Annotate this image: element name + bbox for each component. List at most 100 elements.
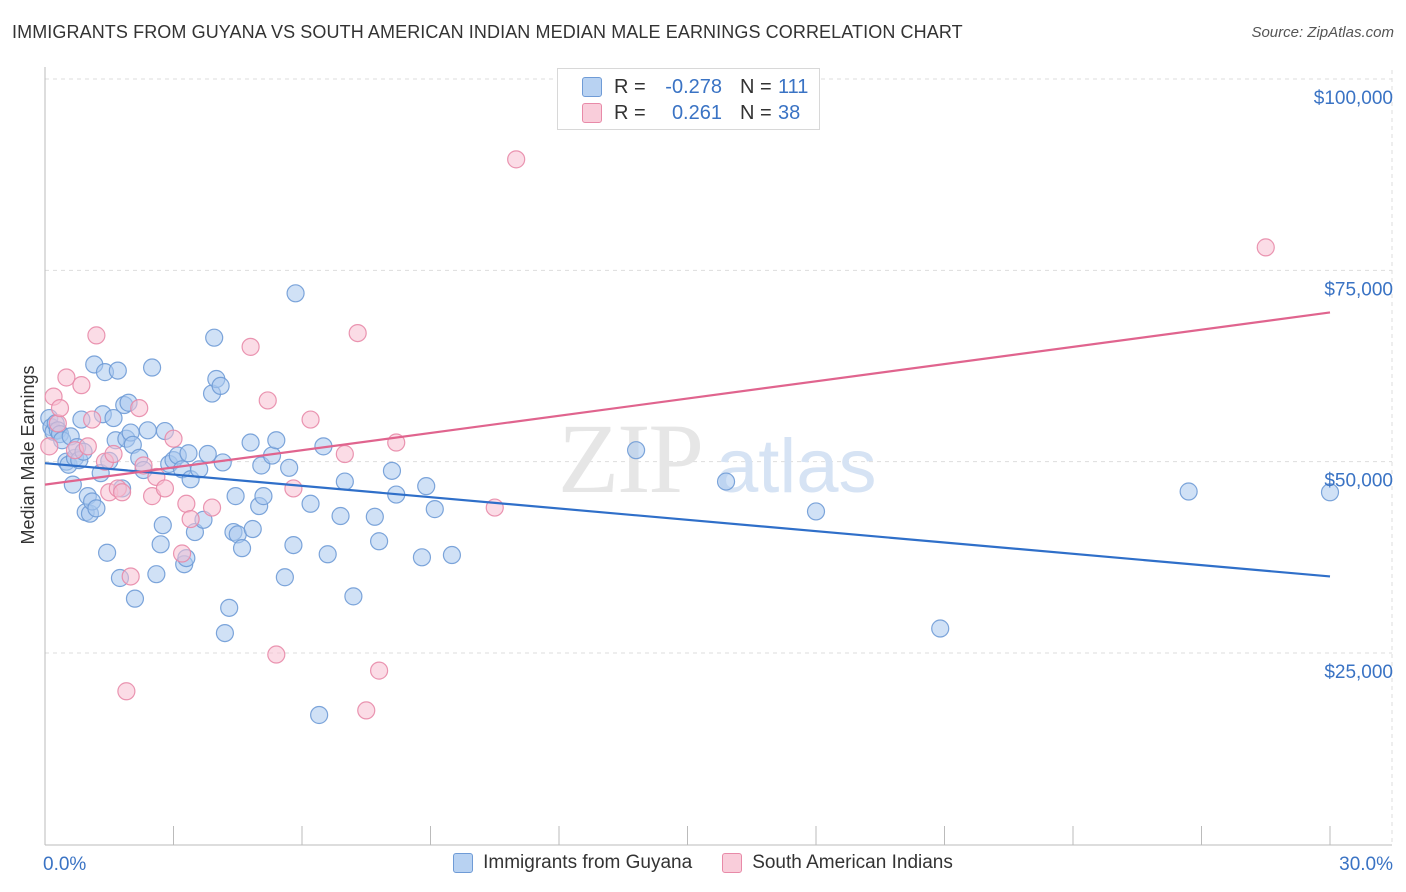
south-american-point (202, 498, 222, 517)
source-label: Source: ZipAtlas.com (1251, 24, 1394, 41)
south-american-point (48, 414, 67, 433)
legend-r-value: -0.278 (665, 75, 722, 98)
guyana-point (125, 589, 145, 608)
south-american-point (40, 437, 59, 456)
series-legend-label: Immigrants from Guyana (483, 852, 693, 873)
guyana-point (232, 539, 252, 558)
south-american-point (50, 398, 70, 418)
guyana-point (335, 472, 354, 491)
south-american-point (335, 444, 354, 464)
correlation-legend: R = -0.278 N = 111 R = 0.261 N = 38 (557, 68, 820, 130)
trend-lines (44, 311, 1331, 578)
south-american-point (1256, 238, 1275, 257)
south-american-point (83, 410, 102, 429)
legend-r-label: R = (614, 101, 646, 124)
legend-n-label: N = (740, 75, 772, 98)
guyana-point (301, 494, 320, 513)
axes (44, 67, 1392, 846)
guyana-point (226, 487, 245, 506)
legend-r-value: 0.261 (671, 101, 722, 124)
guyana-point (215, 624, 234, 643)
guyana-point (1320, 483, 1340, 502)
guyana-point (344, 587, 363, 606)
guyana-trend-line (44, 462, 1331, 578)
south-american-point (164, 429, 183, 448)
guyana-point (417, 477, 436, 496)
guyana-point (243, 519, 262, 539)
guyana-point (310, 705, 329, 725)
y-tick-label: $100,000 (1314, 88, 1393, 109)
guyana-point (318, 545, 337, 564)
guyana-point (98, 543, 117, 562)
guyana-point (370, 532, 389, 551)
guyana-point (284, 535, 303, 555)
guyana-point (382, 461, 402, 480)
south-american-point (121, 567, 140, 586)
watermark: ZIP atlas (558, 403, 877, 514)
guyana-point (267, 431, 286, 450)
guyana-point (931, 619, 950, 638)
south-american-point (78, 437, 97, 456)
south-american-point (258, 391, 277, 410)
series-swatch-pink (722, 853, 743, 873)
guyana-point (104, 408, 123, 428)
south-american-point (357, 701, 376, 720)
south-american-point (155, 479, 175, 498)
legend-row-south-american: R = 0.261 N = 38 (582, 101, 800, 125)
series-legend: Immigrants from Guyana South American In… (0, 852, 1406, 874)
south-american-point (172, 544, 192, 563)
y-tick-label: $25,000 (1324, 662, 1393, 683)
guyana-point (331, 506, 350, 526)
guyana-point (280, 458, 299, 477)
guyana-point (151, 535, 170, 554)
y-axis-title: Median Male Earnings (18, 365, 38, 544)
south-american-point (72, 376, 91, 395)
legend-r-label: R = (614, 75, 646, 98)
south-american-point (130, 398, 149, 418)
south-american-trend-line (44, 311, 1331, 486)
south-american-point (370, 661, 389, 680)
guyana-point (275, 568, 294, 587)
series-swatch-blue (453, 853, 474, 873)
guyana-point (63, 475, 82, 494)
guyana-point (1179, 482, 1198, 501)
guyana-point (254, 487, 273, 506)
guyana-point (147, 565, 166, 584)
guyana-point (412, 548, 432, 567)
guyana-point (211, 376, 230, 395)
guyana-point (442, 545, 462, 565)
legend-n-value: 111 (778, 75, 809, 98)
guyana-point (153, 516, 172, 535)
guyana-point (179, 444, 198, 463)
x-tick-label: 30.0% (1339, 854, 1393, 875)
guyana-point (87, 499, 106, 518)
south-american-point (177, 494, 196, 513)
south-american-point (348, 323, 367, 343)
south-american-point (87, 326, 106, 345)
series-legend-guyana[interactable]: Immigrants from Guyana (453, 852, 692, 874)
south-american-point (284, 479, 303, 498)
guyana-point (286, 284, 305, 303)
guyana-point (142, 358, 162, 377)
guyana-point (365, 507, 384, 526)
series-legend-south-american[interactable]: South American Indians (722, 852, 953, 874)
guyana-point (138, 421, 157, 440)
guyana-point (220, 598, 239, 617)
watermark-zip: ZIP (558, 403, 702, 514)
axis-labels: $25,000 $50,000 $75,000 $100,000 0.0% 30.0% Me… (18, 88, 1393, 875)
south-american-point (57, 368, 76, 387)
chart-title: IMMIGRANTS FROM GUYANA VS SOUTH AMERICAN… (12, 22, 963, 42)
south-american-point (301, 410, 320, 429)
y-tick-label: $75,000 (1324, 279, 1393, 300)
south-american-point (104, 444, 123, 464)
south-american-point (507, 150, 526, 169)
guyana-point (205, 328, 224, 347)
y-tick-label: $50,000 (1324, 471, 1393, 492)
south-american-point (241, 337, 260, 356)
series-legend-label: South American Indians (752, 852, 953, 873)
legend-swatch-blue (582, 77, 602, 97)
guyana-point (626, 441, 646, 460)
south-american-point (134, 456, 153, 475)
guyana-point (241, 433, 260, 452)
